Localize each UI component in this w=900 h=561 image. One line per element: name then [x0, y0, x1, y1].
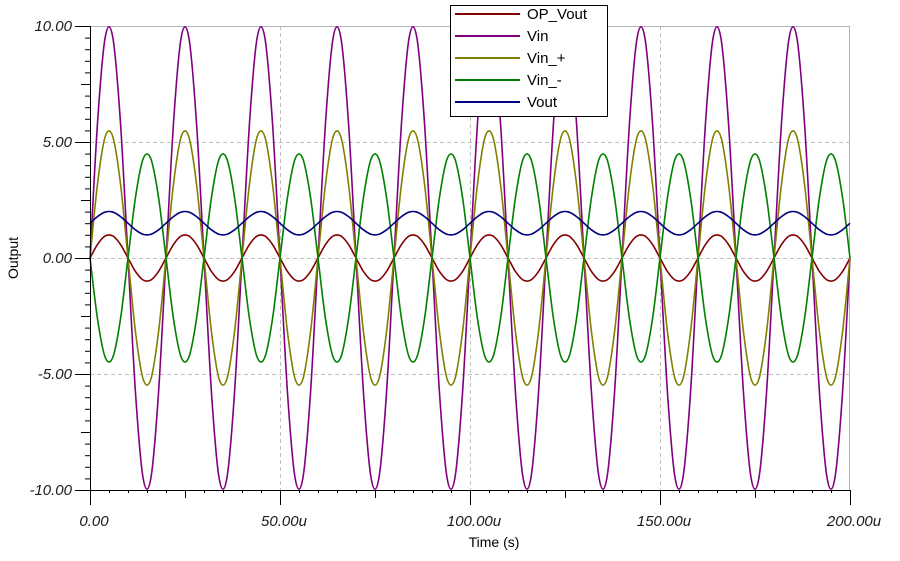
x-axis-label: Time (s): [469, 534, 520, 550]
legend-label: Vout: [527, 94, 558, 111]
x-tick-label: 150.00u: [637, 513, 692, 530]
axes: [75, 26, 851, 505]
legend-label: Vin_-: [527, 72, 562, 89]
series-lines: [89, 26, 851, 490]
x-tick-label: 100.00u: [447, 513, 502, 530]
series-line-vout: [89, 210, 851, 236]
y-tick-label: 0.00: [43, 250, 73, 267]
x-tick-label: 200.00u: [826, 513, 882, 530]
series-line-vin-: [89, 153, 851, 363]
y-tick-label: -10.00: [29, 482, 72, 499]
tick-labels: 10.00 5.00 0.00 -5.00 -10.00 0.00 50.00u 100.00…: [29, 18, 881, 530]
legend: OP_Vout Vin Vin_+ Vin_- Vout: [450, 5, 608, 117]
x-tick-label: 50.00u: [261, 513, 308, 530]
y-tick-label: -5.00: [38, 366, 73, 383]
y-tick-label: 10.00: [34, 18, 72, 35]
legend-label: Vin_+: [527, 50, 566, 67]
legend-box: [450, 5, 608, 117]
y-axis-label: Output: [5, 237, 21, 279]
x-tick-label: 0.00: [79, 513, 109, 530]
legend-label: Vin: [527, 28, 548, 45]
y-tick-label: 5.00: [43, 134, 73, 151]
legend-label: OP_Vout: [527, 6, 588, 23]
